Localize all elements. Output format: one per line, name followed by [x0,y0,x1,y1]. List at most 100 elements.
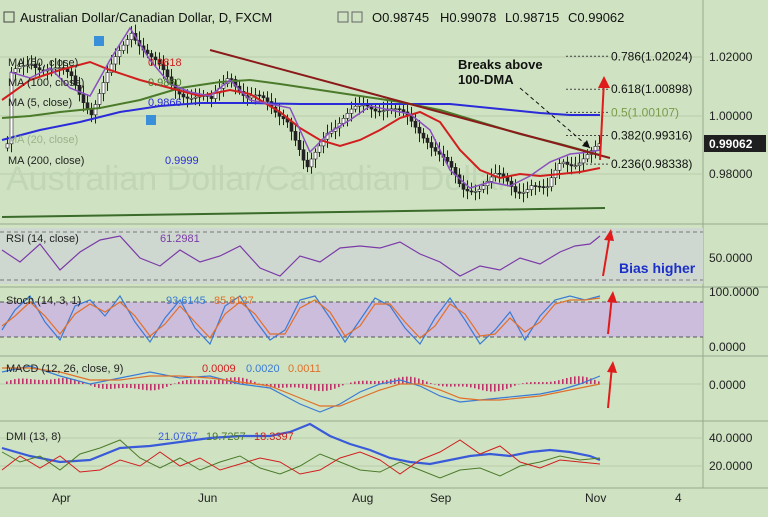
macd-bar [302,384,304,388]
macd-bar [206,380,208,384]
candle-body [482,186,485,190]
candle-body [434,148,437,152]
macd-bar [94,384,96,387]
ma5-legend-label: MA (5, close) [8,97,72,109]
candle-body [130,33,133,39]
candle-body [474,191,477,192]
candle-body [258,95,261,96]
candle-body [534,186,537,187]
macd-bar [30,379,32,384]
macd-bar [138,384,140,389]
macd-bar [326,384,328,391]
price-tick-3: 0.98000 [709,167,753,181]
macd-bar [574,376,576,384]
candle-body [538,186,541,187]
candle-body [526,190,529,193]
candle-body [414,121,417,127]
macd-bar [486,384,488,391]
candle-body [374,109,377,111]
candle-body [310,159,313,167]
macd-bar [182,381,184,384]
macd-bar [334,384,336,389]
macd-bar [118,384,120,388]
candle-body [394,109,397,110]
macd-bar [102,384,104,389]
candle-body [366,105,369,106]
macd-bar [178,382,180,384]
candle-body [582,159,585,163]
macd-bar [166,384,168,387]
macd-bar [18,379,20,384]
ma20-toggle-icon[interactable] [146,115,156,125]
macd-bar [198,380,200,384]
candle-body [358,105,361,106]
dmi-label: DMI (13, 8) [6,431,61,443]
macd-bar [210,380,212,384]
rsi-axis-tick: 50.0000 [709,251,753,265]
macd-bar [534,382,536,384]
macd-bar [282,384,284,388]
candle-body [470,191,473,192]
ma100-legend-label: MA (100, close) [8,77,84,89]
macd-bar [354,382,356,384]
candle-body [382,111,385,112]
macd-bar [322,384,324,391]
macd-bar [530,382,532,384]
candle-body [90,110,93,115]
x-tick-sep: Sep [430,491,452,505]
candle-body [118,51,121,57]
macd-bar [62,378,64,384]
candle-body [194,97,197,98]
ohlc-high: H0.99078 [440,10,496,25]
breakout-annotation-line2: 100-DMA [458,72,514,87]
fib-label-2: 0.5(1.00107) [611,105,679,119]
candle-body [318,146,321,152]
macd-value: 0.0020 [246,363,280,375]
stoch-tick-0: 0.0000 [709,340,746,354]
candle-body [186,97,189,98]
candle-body [106,73,109,83]
candle-body [190,98,193,99]
dmi-adx-value: 21.0767 [158,431,198,443]
x-tick-aug: Aug [352,491,373,505]
macd-bar [314,384,316,391]
macd-bar [542,382,544,384]
candle-body [378,111,381,112]
macd-bar [26,379,28,384]
candle-body [262,96,265,98]
x-tick-nov: Nov [585,491,606,505]
macd-bar [550,382,552,384]
ma50-legend-value: 0.9818 [148,57,182,69]
symbol-title: Australian Dollar/Canadian Dollar, D, FX… [20,10,272,25]
macd-bar [474,384,476,388]
candle-body [166,70,169,77]
candle-body [570,165,573,166]
macd-bar [462,384,464,387]
candle-body [574,166,577,167]
macd-bar [442,384,444,386]
macd-bar [446,384,448,387]
macd-bar [190,380,192,384]
macd-bar [502,384,504,390]
candle-body [466,189,469,191]
rsi-value: 61.2981 [160,233,200,245]
macd-bar [338,384,340,387]
legend-settings-icon[interactable] [94,36,104,46]
macd-bar [174,383,176,384]
macd-bar [194,380,196,384]
ma200-legend-value: 0.9999 [165,155,199,167]
macd-bar [46,380,48,384]
candle-body [82,94,85,102]
candle-body [354,106,357,109]
macd-bar [458,384,460,386]
macd-bar [10,380,12,384]
macd-bar [370,381,372,384]
macd-bar [170,384,172,385]
dmi-tick-20: 20.0000 [709,459,753,473]
candle-body [402,110,405,112]
macd-bar [98,384,100,388]
macd-bar [494,384,496,392]
macd-bar [418,379,420,384]
macd-bar [374,381,376,384]
